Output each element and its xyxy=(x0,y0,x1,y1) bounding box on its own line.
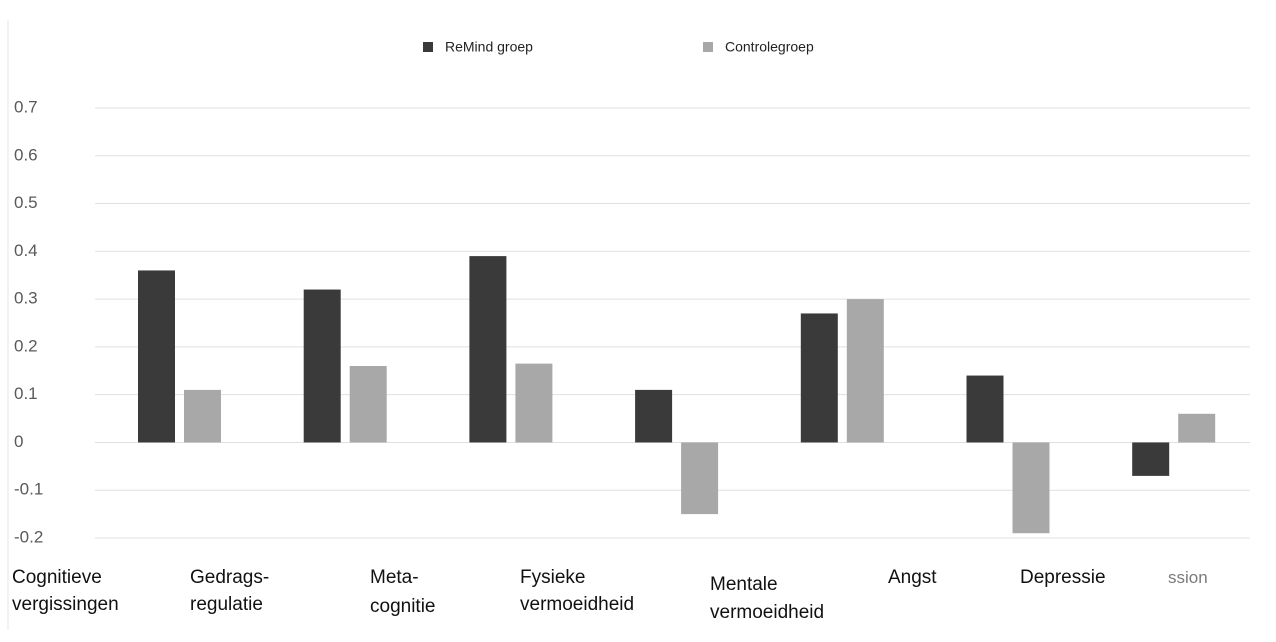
x-tick-label: Depressie xyxy=(1020,567,1106,588)
bar xyxy=(138,270,175,443)
x-tick-label: vergissingen xyxy=(12,594,119,615)
x-tick-label: Cognitieve xyxy=(12,567,102,588)
y-tick-label: 0.3 xyxy=(14,289,38,308)
x-tick-label: regulatie xyxy=(190,594,263,615)
bar xyxy=(681,442,719,515)
bar xyxy=(1178,413,1216,443)
y-tick-label: -0.1 xyxy=(14,480,43,499)
bar xyxy=(1012,442,1050,534)
legend-label: ReMind groep xyxy=(445,39,533,55)
bar xyxy=(349,366,387,443)
x-tick-label: Gedrags- xyxy=(190,567,269,588)
bar xyxy=(1132,442,1170,476)
legend-swatch xyxy=(423,42,433,52)
bar xyxy=(846,299,884,443)
bar xyxy=(800,313,838,443)
x-tick-label: cognitie xyxy=(370,596,436,617)
x-tick-label: Fysieke xyxy=(520,567,585,588)
y-tick-label: 0.5 xyxy=(14,193,38,212)
x-tick-label: Mentale xyxy=(710,574,778,595)
y-tick-label: 0.6 xyxy=(14,145,38,164)
annotation: ssion xyxy=(1168,568,1208,587)
bar xyxy=(966,375,1004,443)
x-tick-label: vermoeidheid xyxy=(710,602,824,623)
x-tick-label: vermoeidheid xyxy=(520,594,634,615)
bar xyxy=(635,389,673,443)
y-tick-label: -0.2 xyxy=(14,527,43,546)
y-tick-label: 0.1 xyxy=(14,384,38,403)
x-tick-label: Angst xyxy=(888,567,937,588)
y-tick-label: 0.2 xyxy=(14,336,38,355)
bar xyxy=(515,363,553,443)
legend-label: Controlegroep xyxy=(725,39,814,55)
bar xyxy=(303,289,341,443)
bar xyxy=(184,389,221,443)
x-tick-label: Meta- xyxy=(370,567,419,588)
legend-swatch xyxy=(703,42,713,52)
y-tick-label: 0 xyxy=(14,432,23,451)
y-tick-label: 0.4 xyxy=(14,241,38,260)
y-tick-label: 0.7 xyxy=(14,97,38,116)
bar xyxy=(469,256,507,443)
